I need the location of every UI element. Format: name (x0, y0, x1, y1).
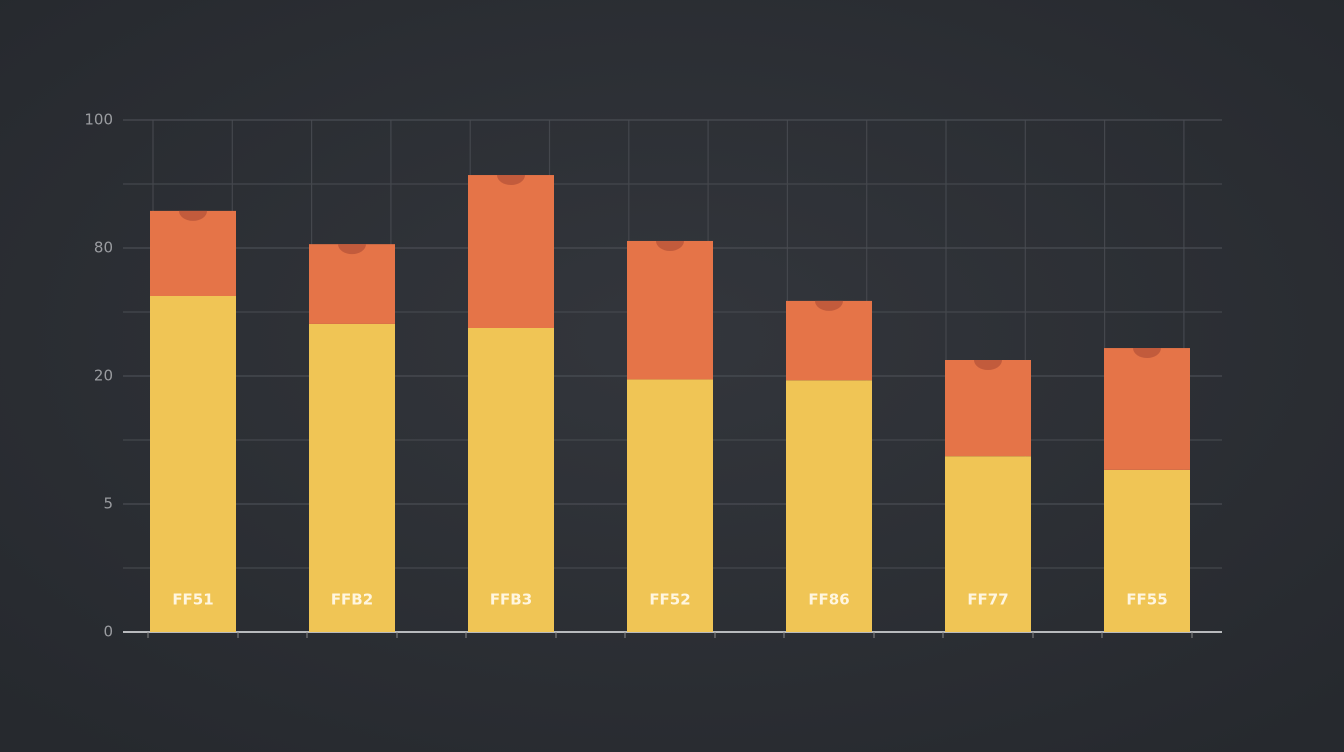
category-label: FF77 (967, 591, 1008, 609)
bar-notch (815, 300, 843, 311)
bar-notch (179, 210, 207, 221)
bar-segment (468, 328, 554, 632)
bar-notch (497, 175, 525, 186)
y-tick-label: 5 (103, 495, 113, 513)
category-label: FF52 (649, 591, 690, 609)
category-label: FF55 (1126, 591, 1167, 609)
y-tick-label: 20 (94, 367, 113, 385)
bar-segment (786, 380, 872, 632)
category-label: FF86 (808, 591, 849, 609)
bar-segment (786, 300, 872, 381)
bar-segment (150, 210, 236, 296)
bar-segment (1104, 469, 1190, 632)
bar-segment (468, 175, 554, 328)
bar-notch (656, 240, 684, 251)
bar-segment (150, 296, 236, 632)
category-label: FFB3 (490, 591, 532, 609)
category-label: FFB2 (331, 591, 373, 609)
y-tick-label: 100 (84, 111, 113, 129)
bar-segment (1104, 348, 1190, 470)
bar-notch (974, 360, 1002, 370)
bar-notch (338, 244, 366, 255)
bar-segment (945, 456, 1031, 632)
bar-segment (309, 323, 395, 632)
bar-notch (1133, 348, 1161, 359)
bar-segment (627, 240, 713, 380)
bar-segment (945, 360, 1031, 457)
bar-segment (627, 379, 713, 632)
y-tick-label: 80 (94, 239, 113, 257)
y-tick-label: 0 (103, 623, 113, 641)
category-label: FF51 (172, 591, 213, 609)
bar-segment (309, 244, 395, 324)
